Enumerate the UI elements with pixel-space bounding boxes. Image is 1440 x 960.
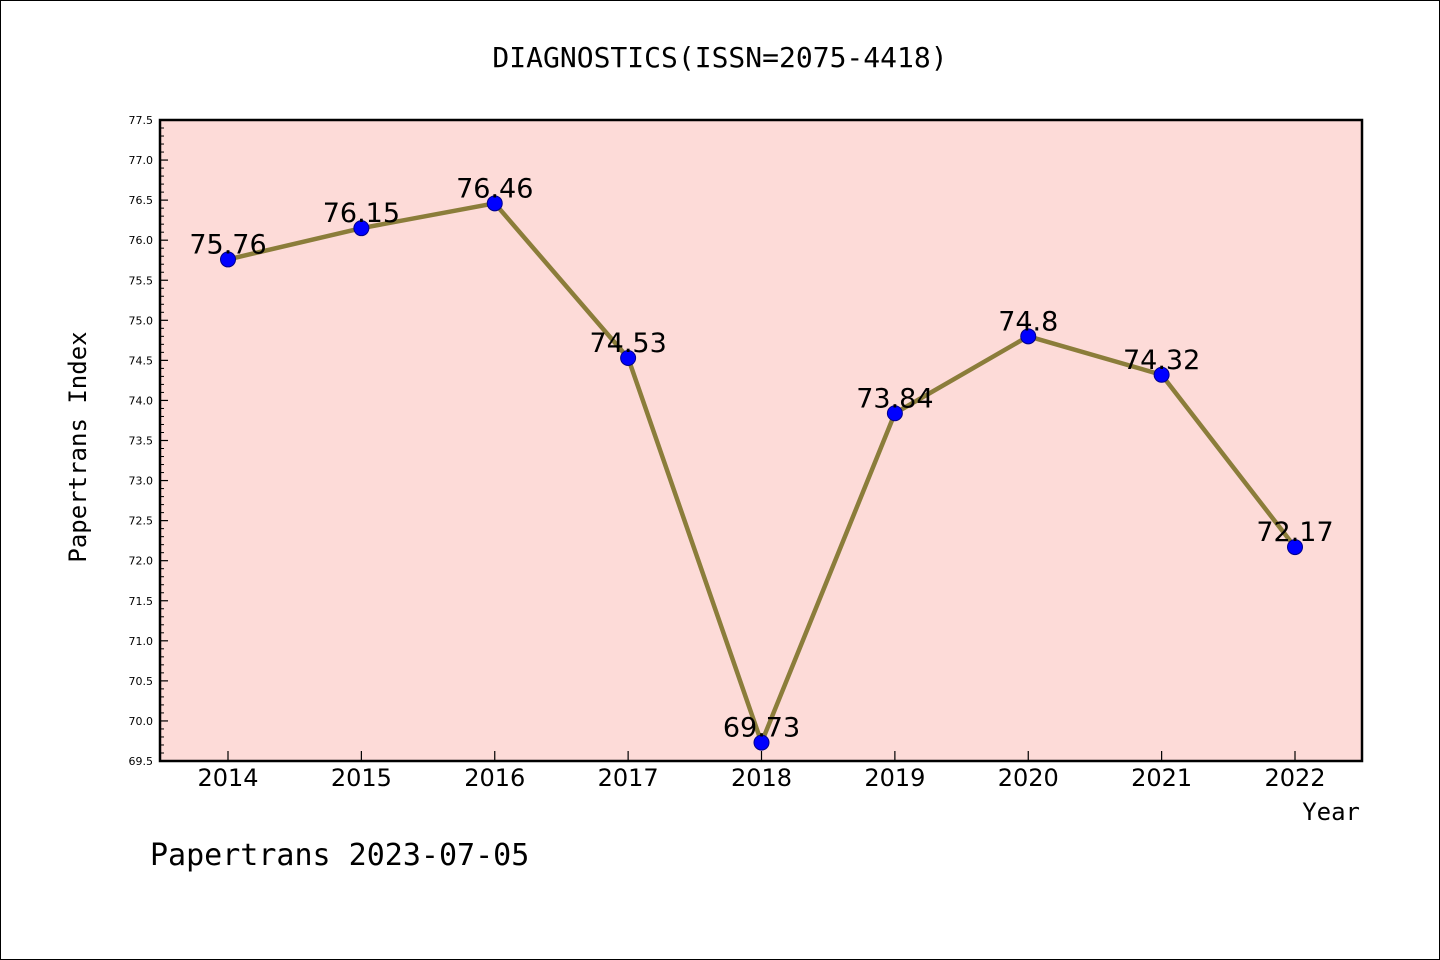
y-tick-label: 73.5 [129, 435, 154, 448]
x-tick-label: 2018 [731, 764, 792, 792]
y-tick-label: 70.5 [129, 675, 154, 688]
y-tick-label: 76.0 [129, 234, 154, 247]
y-tick-label: 71.5 [129, 595, 154, 608]
chart-title: DIAGNOSTICS(ISSN=2075-4418) [492, 41, 947, 74]
data-label-group: 75.76 76.15 76.46 74.53 69.73 73.84 74.8 74.32 7… [189, 173, 1333, 743]
y-tick-label: 75.0 [129, 314, 154, 327]
data-point-label: 73.84 [856, 383, 933, 414]
y-tick-label: 73.0 [129, 475, 154, 488]
data-point-marker [1153, 366, 1170, 383]
data-point-label: 76.15 [323, 198, 400, 229]
footer-source-date: Papertrans 2023-07-05 [150, 838, 529, 873]
y-tick-label: 77.5 [129, 114, 154, 127]
data-point-marker [1287, 539, 1303, 556]
data-point-label: 75.76 [189, 229, 266, 260]
data-point-label: 72.17 [1256, 517, 1333, 548]
data-point-label: 76.46 [456, 173, 533, 204]
y-tick-label: 74.5 [129, 354, 154, 367]
y-tick-label: 77.0 [129, 154, 154, 167]
y-axis: 69.5 70.0 70.5 71.0 71.5 72.0 72.5 73.0 73.5 74.0… [129, 114, 168, 768]
y-tick-label: 70.0 [129, 715, 154, 728]
data-point-marker [1020, 328, 1037, 345]
x-tick-label: 2014 [197, 764, 258, 792]
x-tick-label: 2016 [464, 764, 525, 792]
data-point-marker [353, 220, 370, 237]
x-tick-label: 2017 [598, 764, 659, 792]
x-tick-label: 2022 [1264, 764, 1325, 792]
y-tick-label: 71.0 [129, 635, 154, 648]
data-point-marker [220, 251, 236, 268]
data-point-label: 74.8 [998, 306, 1058, 337]
data-point-label: 74.32 [1123, 345, 1200, 376]
data-point-label: 69.73 [723, 713, 800, 744]
data-point-marker [620, 349, 637, 366]
y-tick-label: 76.5 [129, 194, 154, 207]
marker-group [220, 195, 1303, 751]
x-axis-title: Year [1302, 798, 1360, 826]
x-tick-label: 2020 [998, 764, 1059, 792]
x-tick-label: 2015 [331, 764, 392, 792]
x-axis: 2014 2015 2016 2017 2018 2019 2020 2021 2022 [197, 751, 1326, 792]
y-tick-label: 74.0 [129, 394, 154, 407]
y-tick-label: 75.5 [129, 274, 154, 287]
data-point-marker [753, 734, 770, 751]
data-point-marker [886, 405, 903, 422]
y-tick-label: 72.5 [129, 515, 154, 528]
x-tick-label: 2019 [864, 764, 925, 792]
data-point-marker [486, 195, 503, 212]
data-point-label: 74.53 [589, 328, 666, 359]
x-tick-label: 2021 [1131, 764, 1192, 792]
y-tick-label: 72.0 [129, 555, 154, 568]
y-tick-label: 69.5 [129, 755, 154, 768]
y-axis-title: Papertrans Index [64, 331, 92, 562]
